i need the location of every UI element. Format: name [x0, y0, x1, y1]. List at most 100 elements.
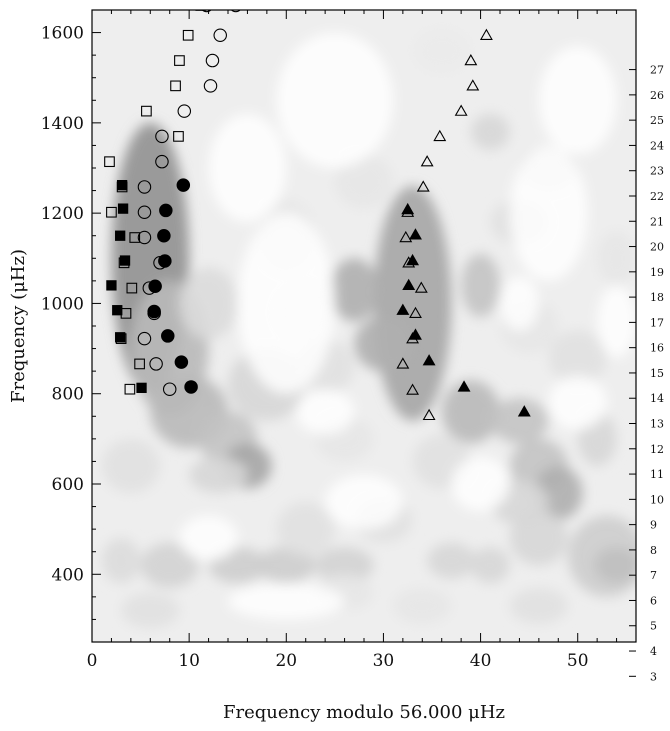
open-circle-marker — [201, 10, 212, 13]
right-order-label: 24 — [650, 139, 664, 152]
density-blob — [393, 587, 452, 624]
density-gap — [296, 389, 355, 435]
right-order-label: 4 — [650, 645, 657, 658]
filled-circle-marker — [159, 203, 173, 218]
open-triangle-marker — [420, 155, 434, 167]
mode-markers — [104, 10, 531, 421]
filled-triangle-marker — [422, 354, 436, 366]
density-blob — [441, 380, 500, 444]
density-blob — [179, 267, 238, 340]
open-circle-marker — [137, 331, 152, 346]
density-blob — [334, 154, 394, 209]
density-blob — [315, 547, 374, 584]
open-square-marker — [182, 29, 194, 41]
density-blob — [101, 438, 160, 494]
open-triangle-marker — [433, 129, 447, 142]
open-square-marker — [134, 358, 145, 370]
open-square-marker — [118, 257, 130, 269]
open-square-marker — [126, 282, 138, 294]
open-square-marker — [106, 206, 117, 218]
right-order-label: 23 — [650, 165, 664, 178]
open-square-marker — [116, 181, 128, 193]
right-order-label: 16 — [650, 342, 664, 355]
density-blob — [121, 592, 180, 629]
density-gap — [548, 375, 607, 430]
y-tick-label: 1400 — [41, 114, 84, 134]
right-order-label: 17 — [650, 316, 664, 329]
axes: 0 10 20 30 40 50 400 600 800 1000 1200 1400 1600 3 4 5 6… — [41, 9, 664, 683]
density-blob — [101, 538, 141, 584]
x-tick-label: 10 — [178, 651, 200, 671]
x-tick-label: 40 — [470, 651, 492, 671]
right-order-label: 9 — [650, 519, 657, 532]
right-order-label: 8 — [650, 544, 657, 557]
density-gap — [228, 583, 345, 620]
x-tick-label: 50 — [567, 651, 589, 671]
open-square-marker — [129, 232, 141, 243]
right-order-label: 27 — [650, 64, 664, 77]
open-square-marker — [120, 308, 132, 319]
filled-triangle-marker — [396, 303, 410, 315]
density-gap — [325, 474, 403, 530]
y-tick-label: 600 — [52, 475, 84, 495]
right-order-label: 26 — [650, 89, 664, 102]
filled-circle-marker — [174, 355, 189, 369]
density-blob — [470, 547, 510, 584]
right-order-label: 3 — [650, 670, 657, 683]
density-gap — [451, 456, 510, 512]
density-blob — [470, 113, 510, 150]
open-triangle-marker — [464, 53, 478, 66]
filled-triangle-marker — [457, 380, 471, 392]
open-circle-marker — [155, 129, 169, 144]
density-blob — [276, 502, 335, 557]
right-order-label: 7 — [650, 569, 657, 582]
open-triangle-marker — [479, 28, 493, 40]
right-order-label: 11 — [650, 468, 664, 481]
open-triangle-marker — [416, 180, 430, 192]
power-density-map — [92, 10, 636, 642]
density-blob — [427, 542, 476, 579]
open-circle-marker — [137, 180, 152, 194]
open-square-marker — [170, 80, 181, 92]
open-circle-marker — [153, 256, 167, 270]
density-blob — [412, 28, 471, 74]
open-triangle-marker — [409, 306, 422, 319]
filled-square-marker — [119, 255, 131, 266]
open-circle-marker — [137, 205, 152, 219]
y-tick-label: 1000 — [41, 294, 84, 314]
y-tick-label: 1200 — [41, 204, 84, 224]
y-axis-label: Frequency (μHz) — [8, 249, 29, 403]
open-circle-marker — [142, 281, 157, 295]
open-square-marker — [141, 105, 152, 117]
open-triangle-marker — [406, 383, 420, 395]
density-gap — [208, 113, 287, 223]
density-gap — [500, 276, 539, 331]
open-square-marker — [104, 156, 115, 168]
right-order-label: 20 — [650, 241, 664, 254]
density-blob — [509, 587, 568, 624]
right-order-label: 22 — [650, 190, 664, 203]
open-circle-marker — [213, 28, 227, 43]
filled-triangle-marker — [409, 228, 422, 240]
density-gap — [276, 32, 394, 168]
density-gap — [597, 285, 636, 358]
right-order-label: 14 — [650, 392, 664, 405]
x-tick-label: 20 — [275, 651, 297, 671]
density-gap — [538, 46, 617, 155]
right-order-label: 21 — [650, 215, 664, 228]
density-blob — [330, 258, 379, 322]
open-triangle-marker — [466, 79, 480, 91]
density-blob — [189, 456, 248, 494]
open-triangle-marker — [454, 104, 468, 116]
filled-square-marker — [115, 230, 126, 241]
open-circle-marker — [203, 79, 218, 93]
open-circle-marker — [155, 154, 169, 169]
right-order-label: 18 — [650, 291, 664, 304]
filled-square-marker — [117, 203, 129, 214]
right-order-label: 19 — [650, 266, 664, 279]
open-triangle-marker — [401, 205, 415, 217]
open-triangle-marker — [406, 332, 420, 344]
open-square-marker — [195, 10, 207, 11]
y-tick-label: 800 — [52, 385, 84, 405]
